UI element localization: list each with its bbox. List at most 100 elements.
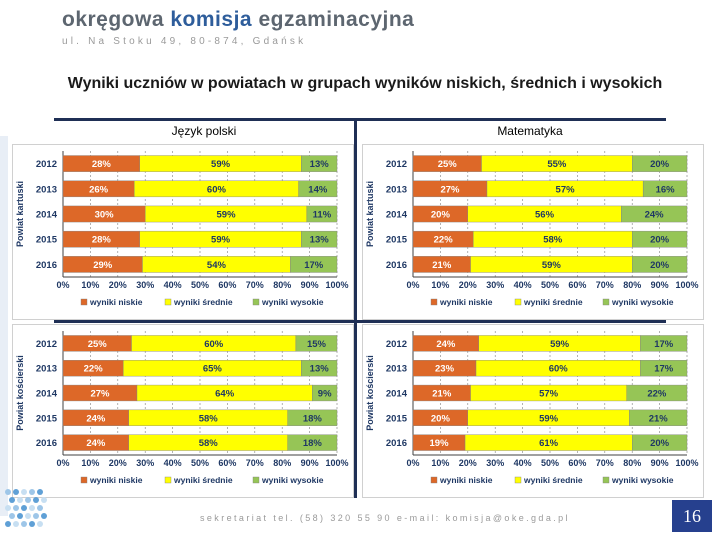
chart-x-tick-label: 60% bbox=[568, 458, 586, 468]
chart-legend-label: wyniki niskie bbox=[89, 475, 143, 485]
decorative-dot bbox=[37, 489, 43, 495]
decorative-dot bbox=[13, 489, 19, 495]
chart-data-label: 57% bbox=[556, 184, 576, 195]
chart-data-label: 24% bbox=[86, 438, 106, 449]
chart-bar-wysokie bbox=[301, 360, 338, 377]
chart-data-label: 24% bbox=[86, 413, 106, 424]
decorative-dot bbox=[37, 521, 43, 527]
chart-data-label: 17% bbox=[654, 364, 674, 375]
decorative-side-bar bbox=[0, 136, 8, 516]
chart-bar-wysokie bbox=[640, 360, 688, 377]
chart-y-axis-title: Powiat kościerski bbox=[15, 355, 25, 431]
chart-category-label: 2014 bbox=[36, 389, 58, 400]
chart-bar-wysokie bbox=[632, 256, 688, 273]
page-title: Wyniki uczniów w powiatach w grupach wyn… bbox=[67, 75, 663, 92]
decorative-dot bbox=[5, 505, 11, 511]
header-address: ul. Na Stoku 49, 80-874, Gdańsk bbox=[62, 36, 307, 47]
chart-legend-swatch-wysokie bbox=[252, 298, 260, 306]
chart-data-label: 26% bbox=[89, 184, 109, 195]
top-separator-line bbox=[54, 118, 666, 121]
chart-data-label: 24% bbox=[645, 210, 665, 221]
decorative-dot bbox=[33, 513, 39, 519]
chart-legend-swatch-niskie bbox=[430, 298, 438, 306]
chart-kartuski-math: Powiat kartuski 0% 10% 20% 30% 40% 50% 60% 70% 80… bbox=[365, 151, 699, 307]
chart-y-axis-title: Powiat kościerski bbox=[365, 355, 375, 431]
chart-bar-wysokie bbox=[632, 434, 688, 451]
chart-x-tick-label: 80% bbox=[273, 458, 291, 468]
chart-data-label: 58% bbox=[199, 413, 219, 424]
chart-data-label: 27% bbox=[440, 184, 460, 195]
chart-data-label: 28% bbox=[92, 235, 112, 246]
chart-legend-swatch-niskie bbox=[430, 476, 438, 484]
chart-bar-wysokie bbox=[640, 335, 688, 352]
chart-legend-swatch-srednie bbox=[164, 476, 172, 484]
decorative-dot bbox=[5, 489, 11, 495]
decorative-dot bbox=[21, 505, 27, 511]
chart-x-tick-label: 0% bbox=[406, 458, 419, 468]
chart-x-tick-label: 70% bbox=[596, 458, 614, 468]
chart-bar-wysokie bbox=[290, 256, 338, 273]
chart-x-tick-label: 60% bbox=[218, 458, 236, 468]
chart-x-tick-label: 70% bbox=[246, 280, 264, 290]
chart-data-label: 57% bbox=[539, 389, 559, 400]
chart-x-tick-label: 90% bbox=[651, 458, 669, 468]
chart-data-label: 27% bbox=[90, 389, 110, 400]
chart-panel-kartuski-polish: Powiat kartuski 0% 10% 20% 30% 40% 50% 60% 70% 80… bbox=[12, 144, 354, 320]
chart-data-label: 24% bbox=[436, 339, 456, 350]
chart-x-tick-label: 90% bbox=[301, 458, 319, 468]
chart-data-label: 13% bbox=[310, 364, 330, 375]
chart-data-label: 60% bbox=[549, 364, 569, 375]
chart-data-label: 22% bbox=[84, 364, 104, 375]
chart-x-tick-label: 10% bbox=[431, 280, 449, 290]
vertical-separator-line bbox=[354, 118, 357, 498]
chart-category-label: 2014 bbox=[386, 389, 408, 400]
chart-legend-label: wyniki niskie bbox=[89, 297, 143, 307]
logo-text: okręgowa komisja egzaminacyjna bbox=[62, 8, 414, 32]
chart-bar-wysokie bbox=[621, 205, 688, 223]
chart-legend-label: wyniki średnie bbox=[523, 475, 583, 485]
chart-data-label: 22% bbox=[647, 389, 667, 400]
chart-category-label: 2015 bbox=[386, 413, 408, 424]
chart-data-label: 20% bbox=[650, 438, 670, 449]
chart-category-label: 2012 bbox=[386, 339, 407, 350]
chart-category-label: 2013 bbox=[36, 184, 57, 195]
chart-data-label: 59% bbox=[217, 210, 237, 221]
chart-data-label: 58% bbox=[199, 438, 219, 449]
chart-x-tick-label: 90% bbox=[651, 280, 669, 290]
chart-x-tick-label: 30% bbox=[136, 458, 154, 468]
chart-x-tick-label: 100% bbox=[325, 458, 348, 468]
chart-x-tick-label: 50% bbox=[191, 280, 209, 290]
chart-legend-label: wyniki niskie bbox=[439, 297, 493, 307]
chart-x-tick-label: 20% bbox=[109, 458, 127, 468]
chart-x-tick-label: 70% bbox=[246, 458, 264, 468]
decorative-dot bbox=[5, 521, 11, 527]
chart-data-label: 61% bbox=[539, 438, 559, 449]
chart-x-tick-label: 0% bbox=[56, 280, 69, 290]
chart-data-label: 13% bbox=[310, 159, 330, 170]
chart-legend-label: wyniki wysokie bbox=[261, 297, 324, 307]
chart-x-tick-label: 100% bbox=[675, 458, 698, 468]
decorative-dot bbox=[17, 513, 23, 519]
decorative-dot bbox=[13, 505, 19, 511]
chart-x-tick-label: 50% bbox=[541, 280, 559, 290]
chart-kartuski-polish: Powiat kartuski 0% 10% 20% 30% 40% 50% 60% 70% 80… bbox=[15, 151, 349, 307]
chart-koscierski-polish: Powiat kościerski 0% 10% 20% 30% 40% 50% 60% 70%… bbox=[15, 331, 349, 485]
chart-x-tick-label: 40% bbox=[164, 280, 182, 290]
chart-data-label: 59% bbox=[211, 235, 231, 246]
chart-data-label: 20% bbox=[650, 260, 670, 271]
decorative-dot bbox=[9, 497, 15, 503]
decorative-dot bbox=[17, 497, 23, 503]
chart-bar-wysokie bbox=[312, 384, 338, 402]
chart-x-tick-label: 0% bbox=[406, 280, 419, 290]
decorative-dot bbox=[9, 513, 15, 519]
chart-category-label: 2015 bbox=[36, 235, 58, 246]
chart-legend-swatch-niskie bbox=[80, 476, 88, 484]
chart-data-label: 56% bbox=[535, 210, 555, 221]
decorative-dot bbox=[21, 521, 27, 527]
chart-data-label: 20% bbox=[650, 159, 670, 170]
chart-legend-label: wyniki wysokie bbox=[261, 475, 324, 485]
decorative-dot bbox=[29, 489, 35, 495]
chart-legend-label: wyniki wysokie bbox=[611, 475, 674, 485]
chart-x-tick-label: 60% bbox=[218, 280, 236, 290]
chart-data-label: 28% bbox=[92, 159, 112, 170]
